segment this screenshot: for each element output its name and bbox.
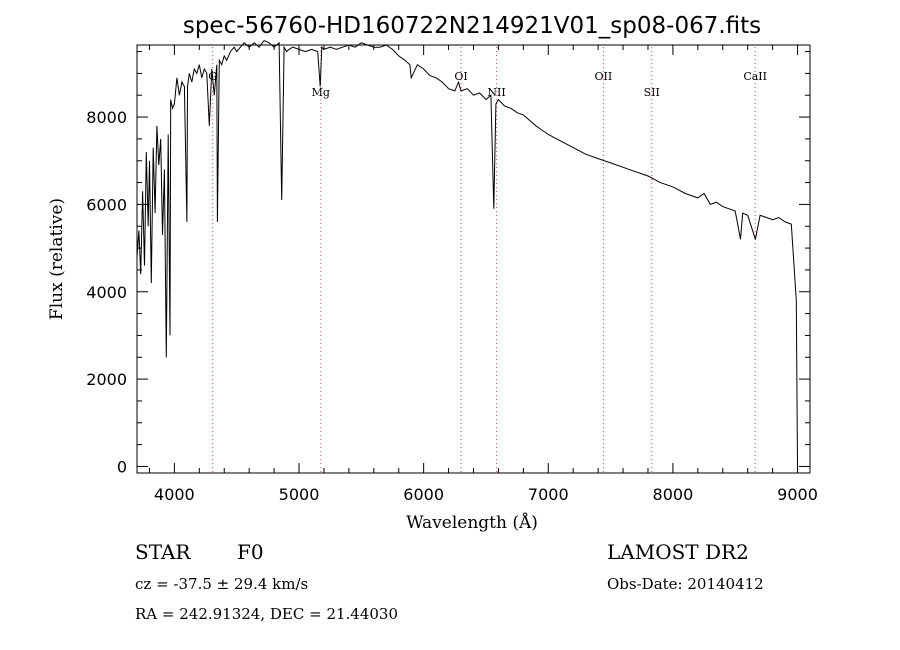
line-marker-label: OII	[595, 70, 613, 83]
line-marker-label: OI	[454, 70, 467, 83]
subclass: F0	[237, 540, 264, 564]
line-marker-label: SII	[644, 86, 660, 99]
object-class: STAR	[135, 540, 191, 564]
y-tick-label: 8000	[86, 108, 127, 127]
line-marker-label: CaII	[743, 70, 767, 83]
x-tick-label: 9000	[777, 485, 818, 504]
y-tick-label: 4000	[86, 283, 127, 302]
x-tick-label: 4000	[154, 485, 195, 504]
y-tick-label: 0	[117, 457, 127, 476]
redshift-text: cz = -37.5 ± 29.4 km/s	[135, 575, 308, 593]
line-marker-label: Mg	[312, 86, 330, 99]
survey-label: LAMOST DR2	[607, 540, 749, 564]
axis-ticks	[137, 45, 810, 473]
tick-labels: 4000 5000 6000 7000 8000 9000 0 2000 4000 6000 800…	[86, 108, 818, 504]
x-tick-label: 7000	[528, 485, 569, 504]
coordinates-text: RA = 242.91324, DEC = 21.44030	[135, 605, 398, 623]
chart-title: spec-56760-HD160722N214921V01_sp08-067.f…	[183, 13, 761, 39]
x-tick-label: 5000	[279, 485, 320, 504]
line-marker-label: NII	[487, 86, 505, 99]
obs-date-text: Obs-Date: 20140412	[607, 575, 764, 593]
x-axis-label: Wavelength (Å)	[406, 512, 538, 533]
spectrum-series	[136, 39, 798, 467]
y-axis-label: Flux (relative)	[47, 198, 67, 320]
y-tick-label: 2000	[86, 370, 127, 389]
spectrum-line	[136, 39, 798, 467]
y-tick-label: 6000	[86, 195, 127, 214]
x-tick-label: 8000	[653, 485, 694, 504]
plot-frame	[136, 44, 811, 474]
x-tick-label: 6000	[403, 485, 444, 504]
